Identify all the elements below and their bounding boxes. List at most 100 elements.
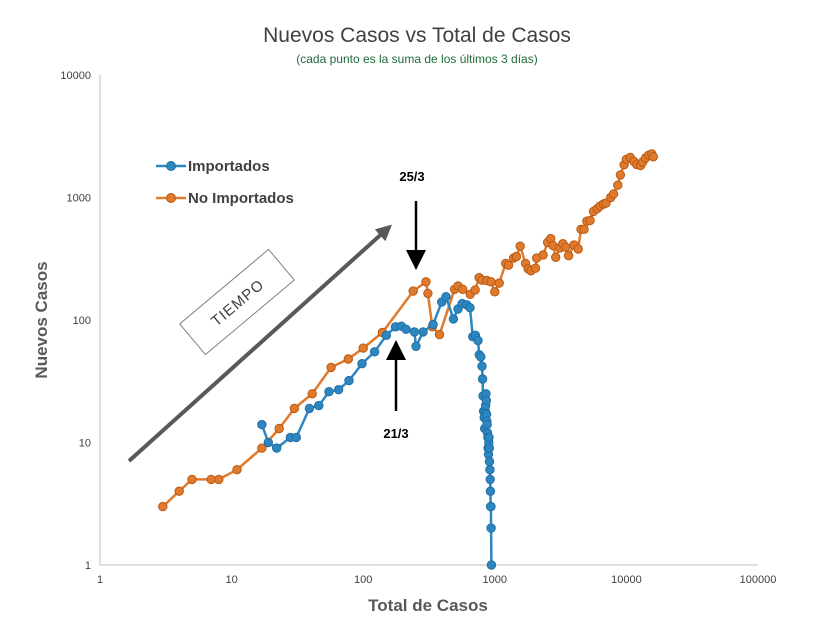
data-point-importados [448, 314, 459, 324]
data-point-importados [428, 319, 438, 330]
data-point-no-importados [274, 423, 284, 434]
data-point-no-importados [187, 474, 197, 485]
series-importados [257, 292, 497, 570]
data-point-no-importados [530, 263, 541, 273]
y-tick-labels: 1 10 100 1000 10000 [60, 70, 91, 572]
data-point-no-importados [421, 277, 431, 287]
annotation-25-3: 25/3 [399, 169, 426, 270]
data-point-importados [477, 361, 487, 371]
legend-marker-no-importados [166, 193, 176, 203]
x-tick-label: 100000 [740, 574, 777, 586]
tiempo-box [179, 248, 295, 356]
data-point-no-importados [538, 250, 548, 260]
data-point-no-importados [326, 362, 336, 373]
y-tick-label: 1 [85, 560, 91, 572]
data-point-importados [484, 432, 494, 443]
data-point-no-importados [232, 465, 242, 475]
data-point-importados [324, 387, 334, 397]
data-point-importados [476, 352, 486, 362]
data-point-importados [344, 375, 354, 386]
data-point-no-importados [561, 242, 571, 253]
data-point-importados [357, 359, 367, 369]
data-point-no-importados [214, 474, 224, 485]
data-point-no-importados [551, 252, 561, 262]
data-point-importados [486, 560, 497, 570]
data-point-importados [465, 303, 475, 313]
data-point-no-importados [434, 329, 445, 340]
x-tick-label: 1000 [483, 574, 507, 586]
y-tick-label: 100 [73, 315, 91, 327]
data-point-no-importados [174, 486, 184, 496]
data-point-no-importados [490, 287, 500, 297]
x-tick-label: 1 [97, 574, 103, 586]
data-point-importados [484, 443, 494, 453]
data-point-importados [304, 403, 315, 414]
data-point-importados [263, 437, 273, 448]
data-point-no-importados [470, 285, 480, 295]
data-point-no-importados [307, 389, 317, 399]
data-point-importados [485, 465, 495, 475]
tiempo-annotation: TIEMPO [127, 224, 392, 463]
data-point-no-importados [613, 180, 623, 190]
chart-subtitle: (cada punto es la suma de los últimos 3 … [296, 52, 537, 66]
data-point-no-importados [511, 251, 522, 262]
data-point-importados [485, 474, 495, 485]
data-point-importados [484, 456, 495, 467]
data-point-no-importados [423, 288, 433, 299]
series-no-importados [158, 149, 658, 512]
y-tick-label: 1000 [67, 193, 91, 205]
data-point-importados [381, 330, 392, 340]
data-point-no-importados [585, 215, 595, 226]
data-point-importados [418, 327, 428, 337]
y-axis-title: Nuevos Casos [32, 261, 51, 378]
data-point-no-importados [515, 241, 525, 251]
legend-label-no-importados: No Importados [188, 190, 294, 207]
annotation-21-3: 21/3 [383, 340, 409, 441]
data-point-no-importados [573, 244, 583, 254]
data-point-importados [481, 395, 491, 406]
data-point-no-importados [408, 286, 418, 296]
data-point-no-importados [358, 343, 368, 353]
annotation-25-3-label: 25/3 [399, 169, 424, 184]
data-point-importados [441, 292, 451, 302]
x-tick-labels: 1 10 100 1000 10000 100000 [97, 574, 776, 586]
data-point-importados [314, 400, 324, 411]
x-axis-title: Total de Casos [368, 596, 488, 615]
data-point-no-importados [648, 152, 658, 162]
data-point-importados [411, 341, 421, 351]
data-point-no-importados [615, 170, 626, 180]
legend-item-importados: Importados [156, 158, 270, 175]
data-point-no-importados [289, 403, 300, 414]
data-point-importados [369, 347, 380, 357]
data-point-no-importados [486, 277, 496, 287]
x-tick-label: 10 [225, 574, 237, 586]
legend: Importados No Importados [156, 158, 294, 207]
data-point-no-importados [458, 284, 468, 294]
legend-marker-importados [166, 161, 176, 171]
data-point-importados [485, 486, 496, 496]
data-point-no-importados [257, 443, 267, 453]
data-point-no-importados [494, 278, 504, 288]
data-point-no-importados [503, 260, 514, 270]
data-point-no-importados [343, 354, 353, 364]
data-point-importados [333, 385, 344, 395]
annotation-21-3-label: 21/3 [383, 426, 408, 441]
data-point-importados [486, 501, 496, 512]
data-point-importados [486, 523, 496, 533]
x-tick-label: 100 [354, 574, 372, 586]
data-point-importados [477, 374, 488, 384]
data-point-no-importados [579, 224, 589, 235]
data-point-importados [272, 443, 282, 453]
data-point-no-importados [563, 251, 574, 261]
x-tick-label: 10000 [611, 574, 642, 586]
y-tick-label: 10 [79, 438, 91, 450]
data-point-importados [401, 324, 411, 334]
tiempo-arrow [127, 224, 392, 463]
y-tick-label: 10000 [60, 70, 91, 82]
data-point-importados [409, 327, 420, 337]
data-point-no-importados [158, 501, 168, 512]
data-point-no-importados [608, 189, 619, 199]
data-point-importados [291, 432, 301, 443]
